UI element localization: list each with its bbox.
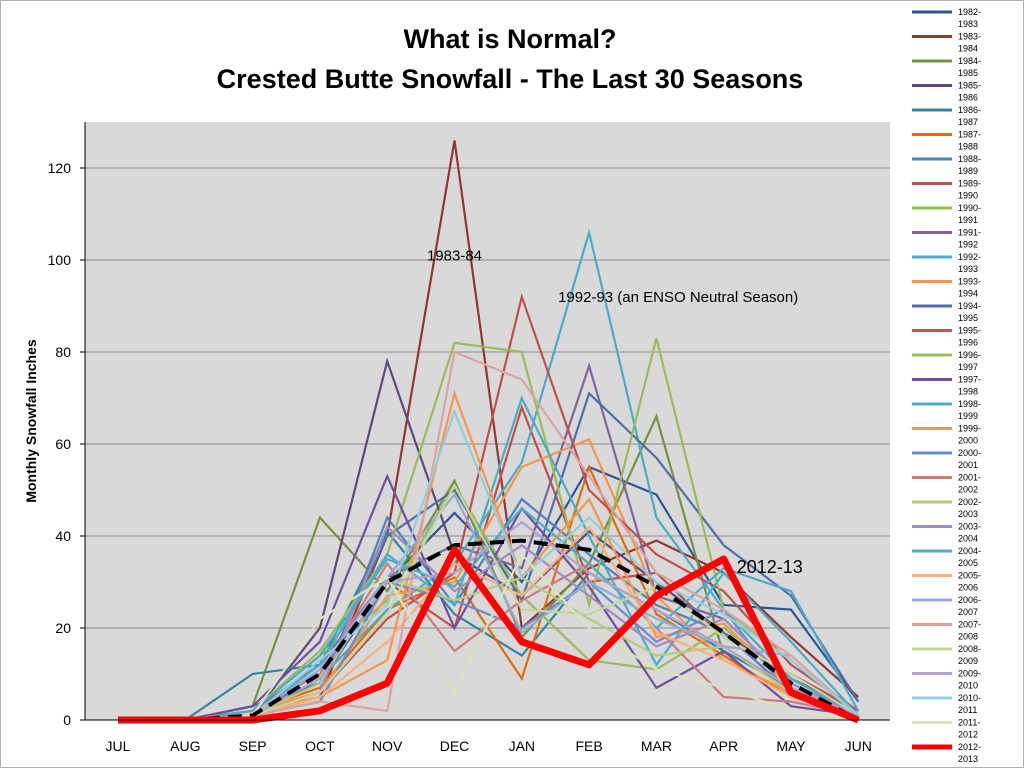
chart-title: What is Normal? bbox=[403, 24, 616, 54]
legend-entry: 1983-1984 bbox=[958, 32, 981, 54]
legend-entry: 1994-1995 bbox=[958, 301, 981, 323]
y-tick-label: 100 bbox=[48, 252, 72, 268]
legend-entry: 2008-2009 bbox=[958, 644, 981, 666]
legend-entry: 1998-1999 bbox=[958, 399, 981, 421]
x-tick-label: MAY bbox=[776, 738, 806, 754]
plot-area bbox=[85, 122, 890, 720]
y-tick-label: 0 bbox=[63, 712, 71, 728]
y-tick-label: 20 bbox=[55, 620, 71, 636]
x-tick-label: MAR bbox=[641, 738, 672, 754]
x-tick-label: JUN bbox=[845, 738, 872, 754]
legend-entry: 2004-2005 bbox=[958, 546, 981, 568]
average-line bbox=[118, 538, 860, 722]
legend-entry: 1984-1985 bbox=[958, 56, 981, 78]
legend-entry: 2003-2004 bbox=[958, 522, 981, 544]
annotation-label: 2012-13 bbox=[737, 557, 803, 577]
legend-entry: 2010-2011 bbox=[958, 693, 981, 715]
y-axis-label: Monthly Snowfall Inches bbox=[23, 339, 39, 503]
series-lines bbox=[118, 140, 860, 724]
legend-entry: 2000-2001 bbox=[958, 448, 981, 470]
legend-entry: 1988-1989 bbox=[958, 154, 981, 176]
x-tick-label: OCT bbox=[305, 738, 335, 754]
legend-entry: 1986-1987 bbox=[958, 105, 981, 127]
legend-entry: 2006-2007 bbox=[958, 595, 981, 617]
annotations: 1983-84 1992-93 (an ENSO Neutral Season) 2… bbox=[427, 247, 803, 577]
y-tick-label: 120 bbox=[48, 160, 72, 176]
legend-entry: 2009-2010 bbox=[958, 669, 981, 691]
legend-entry: 2005-2006 bbox=[958, 571, 981, 593]
legend-entry: 1987-1988 bbox=[958, 130, 981, 152]
legend-entry: 1991-1992 bbox=[958, 228, 981, 250]
y-tick-label: 80 bbox=[55, 344, 71, 360]
legend-entry: 2007-2008 bbox=[958, 620, 981, 642]
legend-entry: 1989-1990 bbox=[958, 179, 981, 201]
x-tick-label: SEP bbox=[239, 738, 267, 754]
legend-entry: 2002-2003 bbox=[958, 497, 981, 519]
legend-entry: 2011-2012 bbox=[958, 718, 980, 740]
axes: 0 20 40 60 80 100 120 JUL AUG SEP OCT NOV DEC JAN FEB M… bbox=[48, 122, 890, 754]
chart-subtitle: Crested Butte Snowfall - The Last 30 Sea… bbox=[217, 64, 804, 94]
legend-entry: 1992-1993 bbox=[958, 252, 981, 274]
y-tick-label: 40 bbox=[55, 528, 71, 544]
legend-entry: 1985-1986 bbox=[958, 81, 981, 103]
legend-entry: 1993-1994 bbox=[958, 277, 981, 299]
legend-entry: 1997-1998 bbox=[958, 375, 981, 397]
x-tick-label: JUL bbox=[106, 738, 131, 754]
legend-entry: 1990-1991 bbox=[958, 203, 981, 225]
y-tick-label: 60 bbox=[55, 436, 71, 452]
x-tick-label: APR bbox=[709, 738, 738, 754]
legend-entry: 2001-2002 bbox=[958, 473, 981, 495]
series-line-1986-1987 bbox=[118, 529, 859, 722]
annotation-label: 1992-93 (an ENSO Neutral Season) bbox=[558, 289, 798, 306]
legend-entry: 1995-1996 bbox=[958, 326, 981, 348]
legend-entry: 2012-2013 bbox=[958, 742, 981, 764]
x-tick-label: NOV bbox=[372, 738, 403, 754]
x-tick-label: JAN bbox=[509, 738, 535, 754]
annotation-label: 1983-84 bbox=[427, 247, 482, 264]
x-tick-label: DEC bbox=[440, 738, 470, 754]
x-tick-label: FEB bbox=[575, 738, 602, 754]
legend-entry: 1982-1983 bbox=[958, 7, 981, 29]
legend-entry: 1999-2000 bbox=[958, 424, 981, 446]
legend-entry: 1996-1997 bbox=[958, 350, 981, 372]
x-tick-label: AUG bbox=[170, 738, 200, 754]
